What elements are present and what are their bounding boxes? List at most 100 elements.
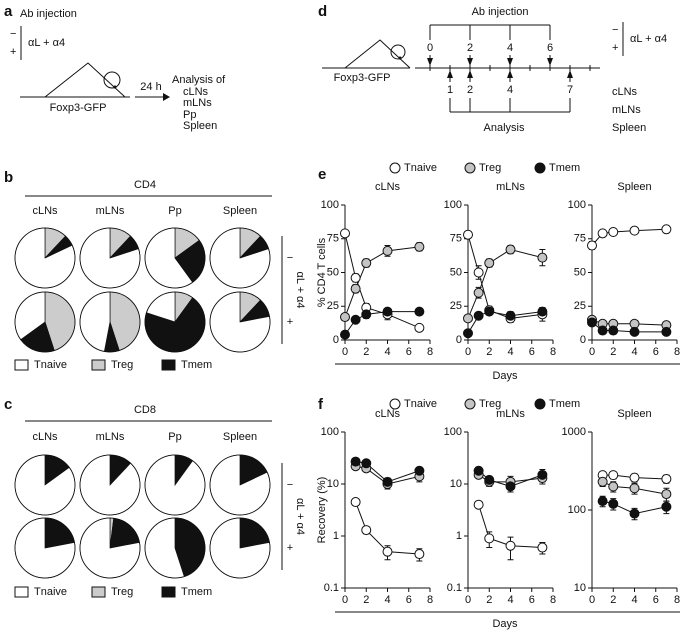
data-point (361, 525, 372, 536)
pie-outline (79, 227, 141, 289)
tissue: Spleen (612, 122, 646, 134)
pie-outline (209, 291, 271, 353)
minus: − (612, 24, 618, 36)
data-point (484, 474, 495, 485)
tissue: mLNs (612, 104, 641, 116)
mouse-label: Foxp3-GFP (50, 102, 107, 114)
analysis-label: Analysis of (172, 74, 226, 86)
data-point (661, 501, 672, 512)
data-point (350, 497, 361, 508)
y-tick-label: 75 (574, 233, 586, 245)
series-line (355, 461, 420, 483)
treatment: αL + α4 (28, 37, 65, 49)
injection-day: 6 (547, 42, 553, 54)
x-tick-label: 4 (384, 594, 390, 606)
data-point (484, 533, 495, 544)
data-point (382, 546, 393, 557)
panel-title: CD8 (134, 404, 156, 416)
y-tick-label: 25 (450, 300, 462, 312)
legend-label: Tnaive (34, 586, 67, 598)
legend-swatch (14, 586, 29, 598)
mouse-eye (398, 56, 402, 60)
x-tick-label: 0 (589, 594, 595, 606)
pie-outline (14, 517, 76, 579)
x-tick-label: 2 (486, 346, 492, 358)
x-tick-label: 2 (610, 346, 616, 358)
panel-title: CD4 (134, 179, 156, 191)
data-point (361, 458, 372, 469)
legend-swatch (161, 586, 176, 598)
arrowhead (467, 58, 473, 66)
data-point (473, 465, 484, 476)
minus: − (10, 28, 16, 40)
x-tick-label: 2 (610, 594, 616, 606)
legend-marker (389, 398, 401, 410)
legend-label: Tmem (549, 398, 580, 410)
x-tick-label: 8 (550, 346, 556, 358)
column-label: Spleen (223, 431, 257, 443)
legend-label: Treg (111, 586, 133, 598)
pie-outline (144, 227, 206, 289)
data-point (340, 312, 350, 323)
data-point (608, 470, 619, 481)
x-tick-label: 0 (465, 346, 471, 358)
column-label: cLNs (32, 205, 58, 217)
mouse (322, 39, 411, 69)
series-line (602, 474, 667, 480)
data-point (340, 228, 350, 239)
data-point (340, 329, 350, 340)
arrowhead (507, 58, 513, 66)
pie-outline (209, 454, 271, 516)
pie-outline (209, 227, 271, 289)
x-tick-label: 0 (465, 594, 471, 606)
y-tick-label: 1000 (562, 426, 586, 438)
x-axis-label: Days (492, 618, 518, 630)
data-point (473, 287, 484, 298)
x-tick-label: 0 (589, 346, 595, 358)
data-point (473, 310, 484, 321)
legend-label: Treg (479, 398, 501, 410)
y-tick-label: 0.1 (447, 582, 462, 594)
y-tick-label: 100 (321, 426, 339, 438)
data-point (473, 267, 484, 278)
data-point (597, 228, 608, 239)
mouse-ear (390, 44, 406, 60)
y-tick-label: 50 (450, 266, 462, 278)
y-axis-label: % CD4 T cells (316, 237, 328, 307)
data-point (608, 227, 619, 237)
row-title: αL + α4 (294, 498, 306, 535)
y-tick-label: 100 (568, 199, 586, 211)
tissue: Spleen (183, 120, 217, 132)
row-title: αL + α4 (294, 271, 306, 308)
x-tick-label: 6 (406, 594, 412, 606)
data-point (661, 224, 672, 235)
y-tick-label: 50 (574, 266, 586, 278)
data-point (484, 258, 495, 269)
x-tick-label: 8 (674, 346, 680, 358)
x-axis-label: Days (492, 370, 518, 382)
tissue: Pp (183, 109, 196, 121)
plus: + (612, 42, 618, 54)
data-point (608, 481, 619, 492)
x-tick-label: 4 (507, 346, 513, 358)
data-point (382, 245, 393, 256)
legend-label: Tmem (549, 162, 580, 174)
pie-outline (209, 517, 271, 579)
x-tick-label: 6 (406, 346, 412, 358)
panel-label: b (4, 169, 13, 186)
tissue: mLNs (183, 97, 212, 109)
injection-day: 0 (427, 42, 433, 54)
x-tick-label: 8 (427, 346, 433, 358)
arrowhead (467, 70, 473, 78)
y-tick-label: 25 (574, 300, 586, 312)
data-point (361, 309, 372, 320)
x-tick-label: 2 (486, 594, 492, 606)
y-tick-label: 0 (580, 334, 586, 346)
data-point (382, 306, 393, 317)
subplot-title: cLNs (375, 181, 401, 193)
data-point (484, 306, 495, 317)
y-tick-label: 0.1 (324, 582, 339, 594)
y-tick-label: 10 (327, 478, 339, 490)
series-line (467, 249, 543, 319)
data-point (537, 469, 548, 480)
